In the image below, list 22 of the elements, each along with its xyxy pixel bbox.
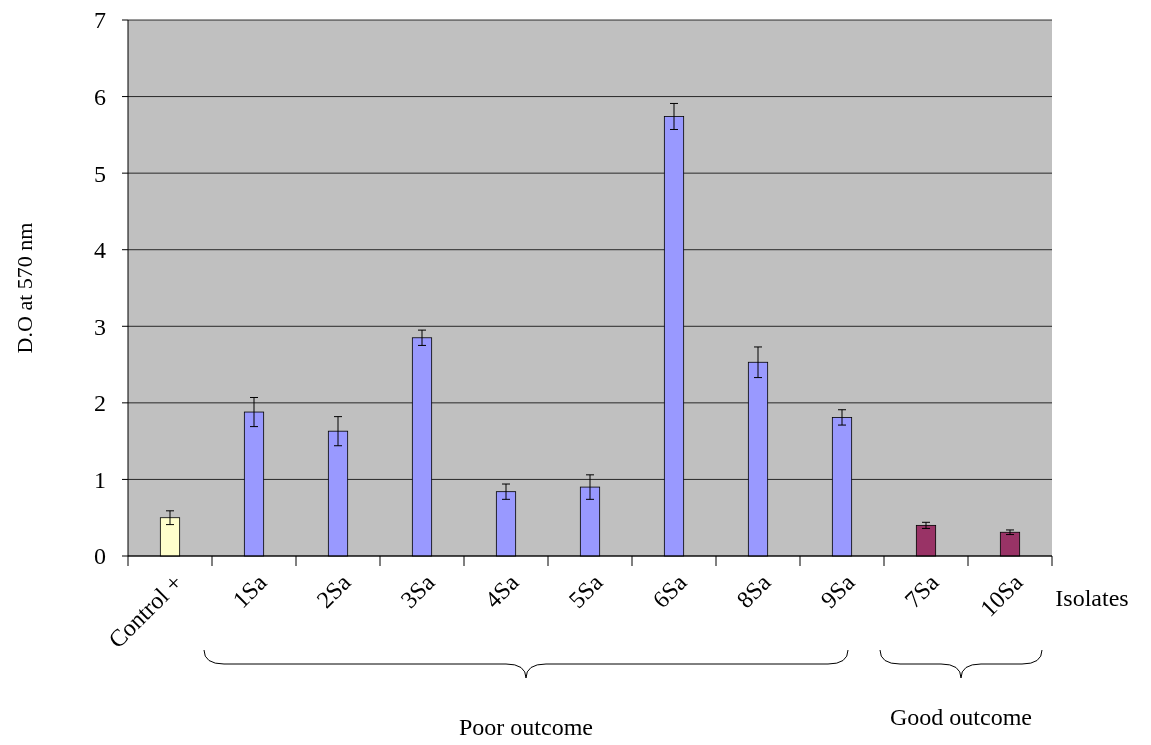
x-tick-label: 6Sa bbox=[647, 568, 692, 613]
y-axis-title: D.O at 570 nm bbox=[12, 222, 37, 354]
x-tick-label: 9Sa bbox=[815, 568, 860, 613]
text: Good outcome bbox=[890, 704, 1032, 730]
y-tick-label: 3 bbox=[94, 313, 106, 340]
x-tick-label: 2Sa bbox=[311, 568, 356, 613]
y-tick-label: 4 bbox=[94, 237, 106, 264]
x-tick-label: 4Sa bbox=[479, 568, 524, 613]
x-tick-label: 5Sa bbox=[563, 568, 608, 613]
x-axis-title: Isolates bbox=[1055, 585, 1129, 611]
y-tick-label: 2 bbox=[94, 390, 106, 417]
y-tick-label: 7 bbox=[94, 7, 106, 34]
y-tick-label: 1 bbox=[94, 466, 106, 493]
x-tick-label: 3Sa bbox=[395, 568, 440, 613]
y-tick-label: 0 bbox=[94, 543, 106, 570]
text: Poor outcome bbox=[459, 714, 593, 740]
y-tick-label: 6 bbox=[94, 83, 106, 110]
x-tick-label: 7Sa bbox=[899, 568, 944, 613]
x-tick-label: 8Sa bbox=[731, 568, 776, 613]
x-tick-label: 10Sa bbox=[975, 568, 1028, 622]
x-tick-label: 1Sa bbox=[227, 568, 272, 613]
y-tick-label: 5 bbox=[94, 160, 106, 187]
